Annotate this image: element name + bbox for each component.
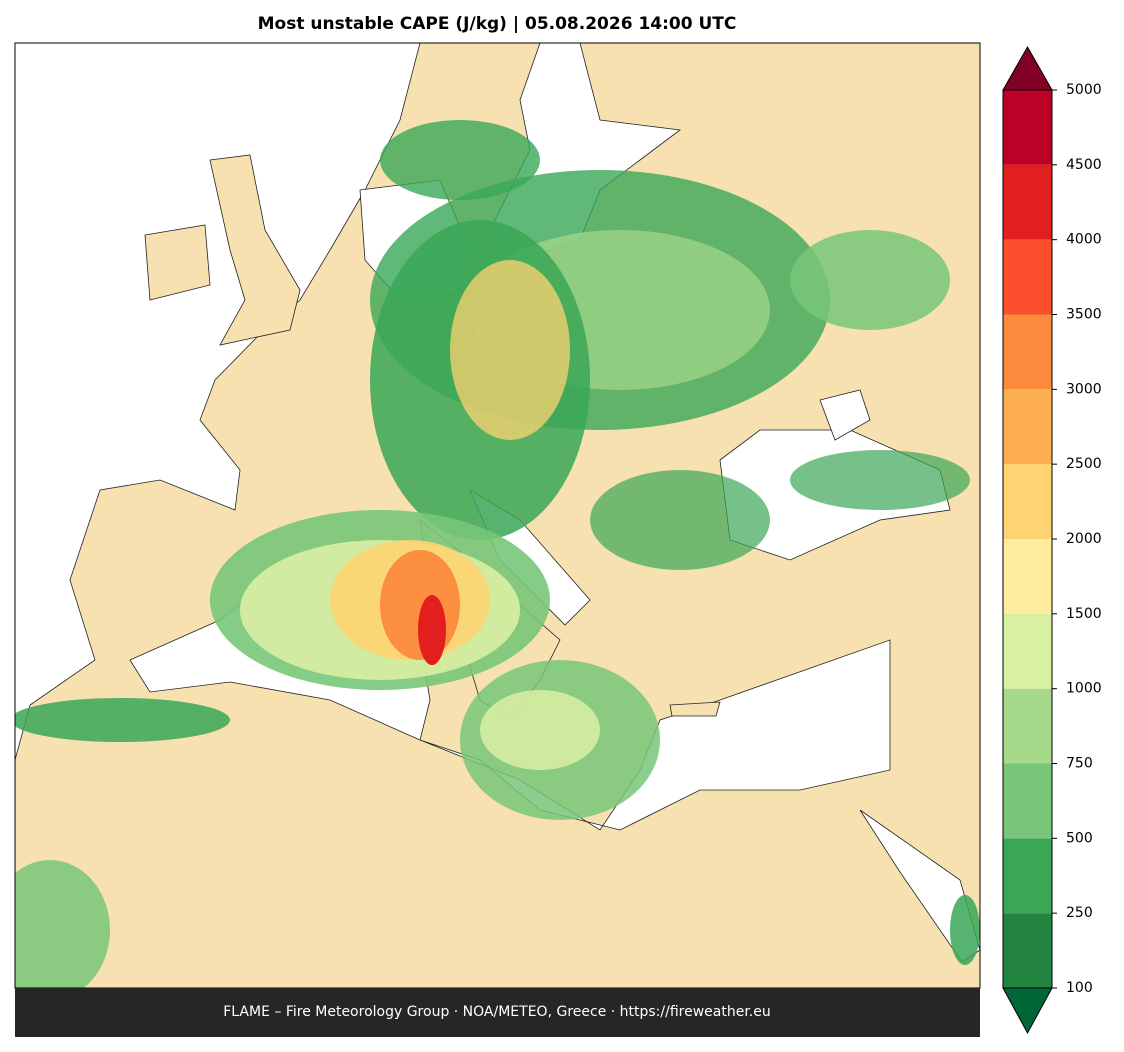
colorbar-segment xyxy=(1003,239,1052,315)
colorbar-tick-label: 5000 xyxy=(1066,82,1102,98)
colorbar-segment xyxy=(1003,688,1052,764)
colorbar-tick-label: 4500 xyxy=(1066,157,1102,173)
colorbar-tick-label: 2000 xyxy=(1066,531,1102,547)
colorbar-segment xyxy=(1003,164,1052,240)
colorbar-tick-label: 3000 xyxy=(1066,381,1102,397)
cape-field xyxy=(15,120,980,988)
colorbar-tick-label: 750 xyxy=(1066,756,1093,772)
colorbar-tick-label: 250 xyxy=(1066,905,1093,921)
colorbar-tick-label: 1500 xyxy=(1066,606,1102,622)
colorbar-over xyxy=(1002,45,1053,91)
footer-text: FLAME – Fire Meteorology Group · NOA/MET… xyxy=(223,1004,771,1020)
colorbar-tick-label: 2500 xyxy=(1066,456,1102,472)
colorbar-tick-label: 3500 xyxy=(1066,307,1102,323)
colorbar-under xyxy=(1002,987,1053,1035)
colorbar-tick-label: 500 xyxy=(1066,830,1093,846)
colorbar-segment xyxy=(1003,90,1052,165)
colorbar-segment xyxy=(1003,838,1052,914)
colorbar-segment xyxy=(1003,389,1052,465)
colorbar-tick-label: 1000 xyxy=(1066,681,1102,697)
colorbar-tick-label: 4000 xyxy=(1066,232,1102,248)
colorbar-segment xyxy=(1003,763,1052,839)
map xyxy=(15,43,980,988)
map-title: Most unstable CAPE (J/kg) | 05.08.2026 1… xyxy=(258,14,737,34)
colorbar-segment xyxy=(1003,613,1052,689)
colorbar: 100 250 500 750 1000 1500 2000 2500 3000 3500 4000… xyxy=(1002,45,1102,1035)
colorbar-tick-label: 100 xyxy=(1066,980,1093,996)
colorbar-segment xyxy=(1003,913,1052,988)
footer-bar xyxy=(15,988,980,1037)
colorbar-segment xyxy=(1003,314,1052,390)
colorbar-segment xyxy=(1003,464,1052,539)
colorbar-segment xyxy=(1003,539,1052,614)
